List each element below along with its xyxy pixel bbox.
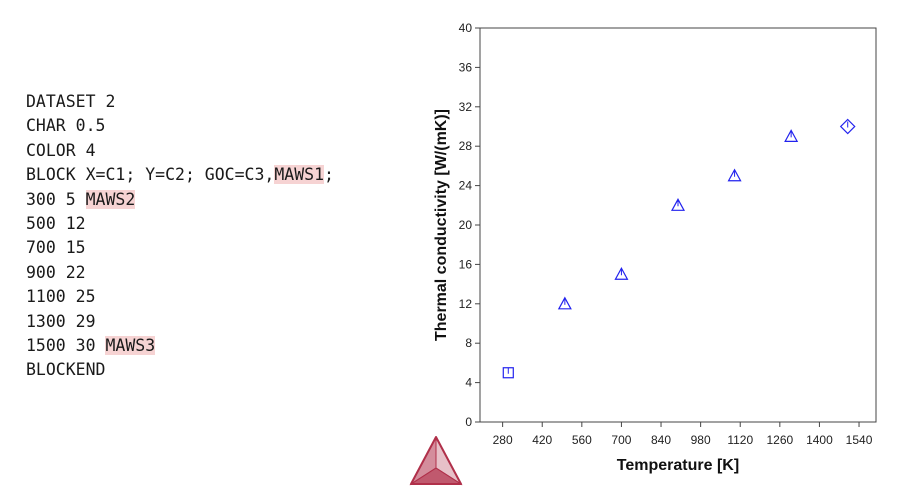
- x-tick-label: 560: [572, 433, 592, 447]
- code-text: COLOR 4: [26, 140, 96, 160]
- data-point-triangle: [670, 198, 686, 211]
- code-line: 500 12: [26, 212, 334, 236]
- code-line: 1500 30 MAWS3: [26, 334, 334, 358]
- plot-frame: [479, 27, 877, 423]
- code-suffix: ;: [324, 165, 334, 185]
- data-point-triangle: [727, 168, 742, 182]
- code-line: 1300 29: [26, 310, 334, 334]
- y-tick-label: 20: [459, 218, 473, 232]
- data-point-triangle: [614, 266, 629, 280]
- x-tick-label: 1260: [766, 433, 793, 447]
- y-axis: 0 4 8 12 16 20 24 28 32 36 40: [459, 21, 480, 429]
- y-tick-label: 28: [459, 139, 473, 153]
- y-axis-title: Thermal conductivity [W/(mK)]: [433, 109, 450, 341]
- y-tick-label: 4: [465, 376, 472, 390]
- x-tick-label: 420: [532, 433, 552, 447]
- x-tick-label: 700: [611, 433, 631, 447]
- code-text: DATASET 2: [26, 92, 116, 111]
- code-line: BLOCK X=C1; Y=C2; GOC=C3,MAWS1;: [26, 163, 334, 187]
- data-point-diamond: [839, 118, 856, 135]
- logo-facet: [409, 467, 463, 485]
- x-tick-label: 840: [651, 433, 671, 447]
- code-text: CHAR 0.5: [26, 116, 106, 136]
- code-text: 900 22: [26, 262, 86, 282]
- code-text: 1300 29: [26, 311, 96, 331]
- code-text: BLOCKEND: [26, 360, 106, 380]
- code-line: 1100 25: [26, 285, 334, 309]
- code-text: 1500 30: [26, 335, 106, 355]
- macro-code-block: DATASET 2 CHAR 0.5 COLOR 4 BLOCK X=C1; Y=C2…: [26, 90, 334, 383]
- code-line: 700 15: [26, 236, 334, 260]
- code-line: CHAR 0.5: [26, 114, 334, 138]
- code-text: 300 5: [26, 189, 86, 209]
- x-tick-label: 980: [691, 433, 711, 447]
- x-axis-title: Temperature [K]: [617, 457, 739, 474]
- data-point-triangle: [557, 296, 572, 310]
- code-line: 900 22: [26, 261, 334, 285]
- code-text: 1100 25: [26, 287, 96, 307]
- code-line: DATASET 2: [26, 90, 334, 114]
- y-tick-label: 32: [459, 100, 473, 114]
- x-axis: 280 420 560 700 840 980 1120 1260 1400 1540: [493, 422, 873, 447]
- highlighted-label: MAWS3: [105, 335, 156, 355]
- y-tick-label: 8: [465, 336, 472, 350]
- thermo-calc-logo-icon: [409, 436, 463, 486]
- x-tick-label: 1540: [846, 433, 873, 447]
- y-tick-label: 12: [459, 297, 473, 311]
- y-tick-label: 24: [459, 179, 473, 193]
- code-text: BLOCK X=C1; Y=C2; GOC=C3,: [26, 165, 275, 185]
- x-tick-label: 1120: [727, 433, 753, 447]
- data-points: [502, 118, 856, 379]
- code-line: 300 5 MAWS2: [26, 188, 334, 212]
- y-tick-label: 36: [459, 60, 473, 74]
- x-tick-label: 280: [493, 433, 513, 447]
- code-line: BLOCKEND: [26, 358, 334, 382]
- y-tick-label: 16: [459, 257, 473, 271]
- code-text: 500 12: [26, 213, 86, 233]
- y-tick-label: 40: [459, 21, 473, 35]
- code-line: COLOR 4: [26, 139, 334, 163]
- highlighted-label: MAWS2: [85, 189, 136, 209]
- y-tick-label: 0: [465, 415, 472, 429]
- data-point-triangle: [784, 129, 799, 142]
- highlighted-label: MAWS1: [274, 165, 325, 185]
- x-tick-label: 1400: [806, 433, 833, 447]
- code-text: 700 15: [26, 238, 86, 258]
